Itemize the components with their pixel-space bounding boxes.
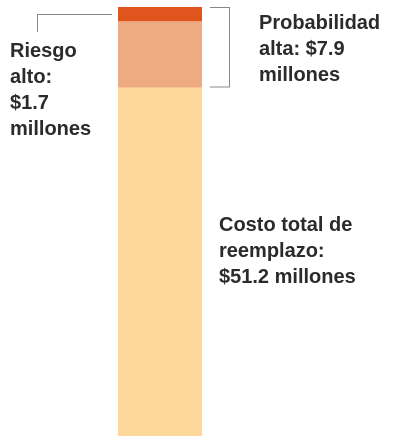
leader-line-probabilidad-alta xyxy=(210,7,230,88)
bar-segment-probabilidad-alta xyxy=(118,21,202,88)
bar-segment-riesgo-alto xyxy=(118,7,202,22)
label-costo-total: Costo total de reemplazo: $51.2 millones xyxy=(219,212,356,290)
label-line: Probabilidad xyxy=(259,12,381,34)
label-line: millones xyxy=(10,118,92,140)
label-line: $1.7 xyxy=(10,92,49,114)
bar-segment-costo-total xyxy=(118,87,202,436)
label-line: $51.2 millones xyxy=(219,266,356,288)
label-line: reemplazo: xyxy=(219,240,325,262)
label-riesgo-alto: Riesgo alto: $1.7 millones xyxy=(10,38,91,142)
leader-line-riesgo-alto xyxy=(37,14,112,32)
label-line: alta: $7.9 xyxy=(259,38,345,60)
label-probabilidad-alta: Probabilidad alta: $7.9 millones xyxy=(259,10,380,88)
label-line: millones xyxy=(259,64,341,86)
label-line: Costo total de xyxy=(219,214,353,236)
label-line: alto: xyxy=(10,66,53,88)
label-line: Riesgo xyxy=(10,40,77,62)
